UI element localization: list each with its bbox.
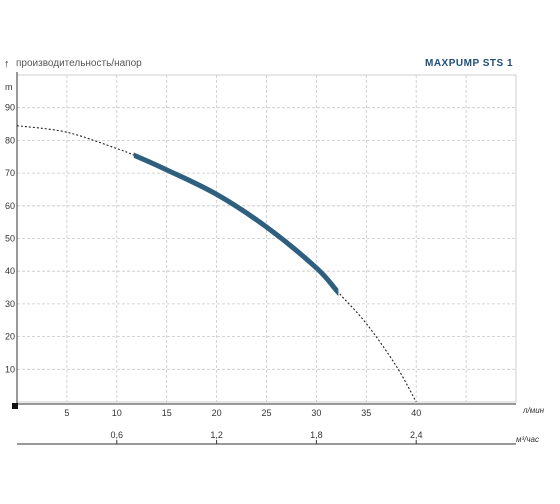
product-title: MAXPUMP STS 1 xyxy=(425,58,513,69)
y-tick-label: 40 xyxy=(5,266,15,276)
y-tick-label: 90 xyxy=(5,103,15,113)
curve-working-range xyxy=(133,152,339,297)
axes xyxy=(16,72,516,445)
x-tick-label: 15 xyxy=(162,408,172,418)
y-tick-label: 30 xyxy=(5,299,15,309)
x2-tick-label: 2,4 xyxy=(410,430,423,440)
x-tick-label: 10 xyxy=(112,408,122,418)
x-tick-label: 30 xyxy=(311,408,321,418)
x-tick-label: 35 xyxy=(361,408,371,418)
origin-marker xyxy=(12,403,18,409)
y-axis-arrow: ↑ xyxy=(4,58,10,70)
y-tick-label: 70 xyxy=(5,168,15,178)
curves xyxy=(16,125,417,403)
x2-tick-label: 1,8 xyxy=(310,430,323,440)
x2-tick-label: 0,6 xyxy=(111,430,124,440)
y-caption: производительность/напор xyxy=(16,58,142,69)
y-tick-label: 20 xyxy=(5,332,15,342)
x-tick-label: 40 xyxy=(411,408,421,418)
x2-tick-label: 1,2 xyxy=(210,430,223,440)
x-unit-primary: л/мин xyxy=(522,406,545,415)
y-tick-label: 50 xyxy=(5,234,15,244)
x-tick-label: 20 xyxy=(212,408,222,418)
grid xyxy=(16,74,517,403)
x-tick-label: 5 xyxy=(64,408,69,418)
y-tick-label: 10 xyxy=(5,364,15,374)
y-unit-label: m xyxy=(5,82,13,92)
x2-tick-labels: 0,6 1,2 1,8 2,4 xyxy=(111,430,423,444)
y-tick-label: 80 xyxy=(5,135,15,145)
y-tick-labels: 10 20 30 40 50 60 70 80 90 xyxy=(5,103,15,375)
x-tick-labels: 5 10 15 20 25 30 35 40 xyxy=(64,408,421,418)
y-tick-label: 60 xyxy=(5,201,15,211)
x-tick-label: 25 xyxy=(261,408,271,418)
x-unit-secondary: м³/час xyxy=(516,435,539,444)
